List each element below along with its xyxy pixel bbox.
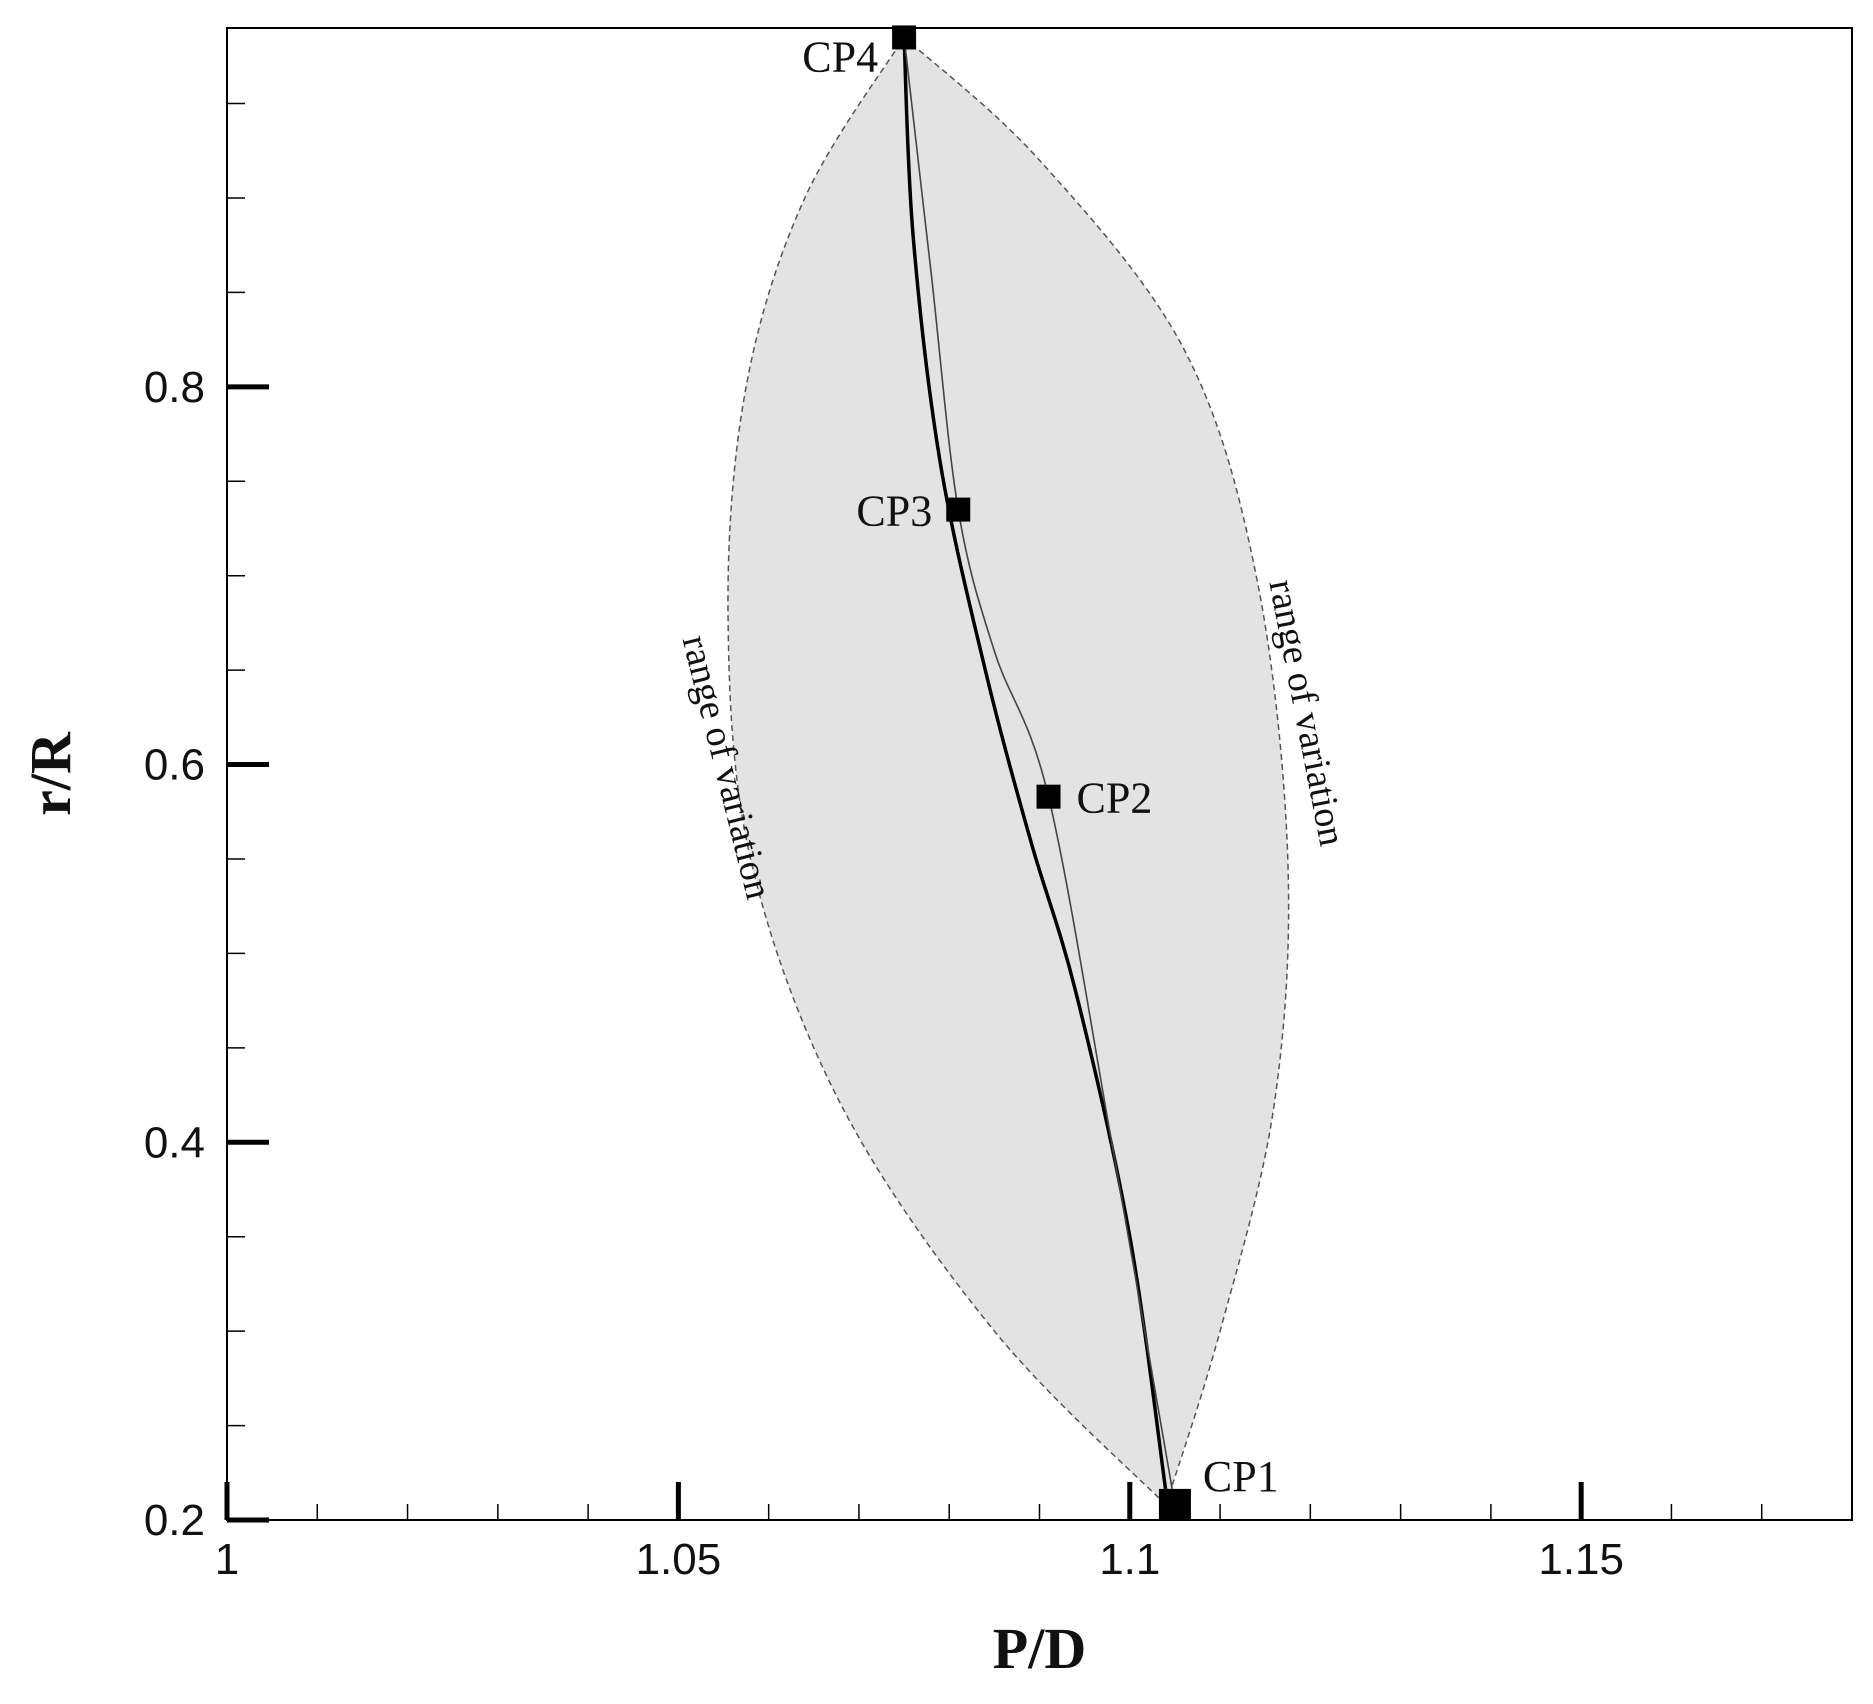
control-point-label-cp4: CP4	[802, 32, 878, 81]
control-point-cp1	[1158, 1488, 1191, 1521]
x-tick-label: 1.05	[636, 1535, 722, 1584]
x-axis-title: P/D	[993, 1616, 1086, 1681]
control-point-cp2	[1036, 784, 1061, 809]
range-bound-right	[903, 36, 1290, 1506]
y-tick-label: 0.8	[144, 363, 205, 412]
y-tick-label: 0.6	[144, 741, 205, 790]
y-tick-label: 0.2	[144, 1496, 205, 1545]
control-point-label-cp1: CP1	[1203, 1452, 1279, 1501]
control-point-cp4	[892, 25, 917, 50]
y-axis-title: r/R	[18, 731, 83, 816]
range-bound-left	[727, 37, 1167, 1506]
x-tick-label: 1.15	[1538, 1535, 1624, 1584]
control-point-cp3	[946, 497, 971, 522]
series-thick-line	[902, 37, 1168, 1492]
x-tick-label: 1	[215, 1535, 239, 1584]
x-tick-label: 1.1	[1099, 1535, 1160, 1584]
series-thin-line	[903, 37, 1176, 1506]
control-point-label-cp2: CP2	[1077, 774, 1153, 823]
range-of-variation-region	[727, 37, 1289, 1505]
y-tick-label: 0.4	[144, 1118, 205, 1167]
control-point-label-cp3: CP3	[856, 487, 932, 536]
